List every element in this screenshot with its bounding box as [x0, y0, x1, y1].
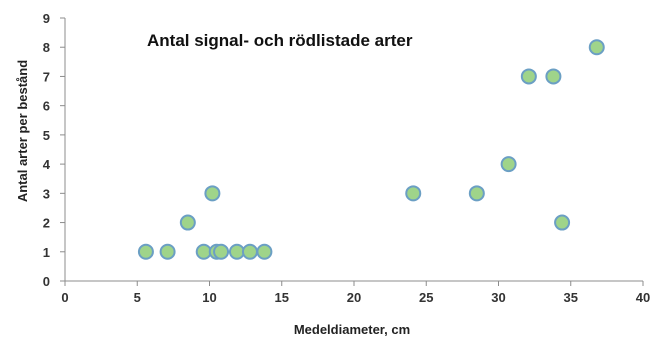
x-tick-label: 35 — [564, 290, 578, 305]
x-tick-label: 20 — [347, 290, 361, 305]
x-tick-label: 0 — [61, 290, 68, 305]
x-tick-label: 25 — [419, 290, 433, 305]
x-tick-label: 15 — [275, 290, 289, 305]
x-axis-title: Medeldiameter, cm — [294, 322, 410, 337]
y-tick-label: 5 — [43, 128, 50, 143]
y-tick-label: 9 — [43, 11, 50, 26]
y-tick-label: 0 — [43, 274, 50, 289]
y-tick-label: 1 — [43, 245, 50, 260]
data-point — [500, 156, 517, 173]
chart-title: Antal signal- och rödlistade arter — [147, 31, 413, 50]
y-tick-label: 8 — [43, 40, 50, 55]
data-point — [159, 243, 176, 260]
data-point — [228, 243, 245, 260]
y-tick-label: 6 — [43, 99, 50, 114]
data-point — [554, 214, 571, 231]
data-point — [256, 243, 273, 260]
data-point — [179, 214, 196, 231]
data-point — [137, 243, 154, 260]
x-tick-label: 30 — [491, 290, 505, 305]
data-point — [241, 243, 258, 260]
data-point — [588, 39, 605, 56]
y-axis-title: Antal arter per bestånd — [15, 60, 30, 202]
y-tick-label: 7 — [43, 69, 50, 84]
axes — [60, 17, 644, 286]
x-tick-label: 5 — [134, 290, 141, 305]
y-tick-label: 3 — [43, 186, 50, 201]
x-tick-labels: 0 5 10 15 20 25 30 35 40 — [61, 290, 650, 305]
data-point — [545, 68, 562, 85]
data-point — [204, 185, 221, 202]
x-tick-label: 40 — [636, 290, 650, 305]
data-point — [405, 185, 422, 202]
data-point — [213, 243, 230, 260]
data-point — [520, 68, 537, 85]
y-tick-label: 2 — [43, 216, 50, 231]
data-point — [195, 243, 212, 260]
y-tick-labels: 0 1 2 3 4 5 6 7 8 9 — [43, 11, 51, 289]
data-points — [137, 39, 605, 260]
y-tick-label: 4 — [43, 157, 51, 172]
data-point — [468, 185, 485, 202]
x-tick-label: 10 — [202, 290, 216, 305]
